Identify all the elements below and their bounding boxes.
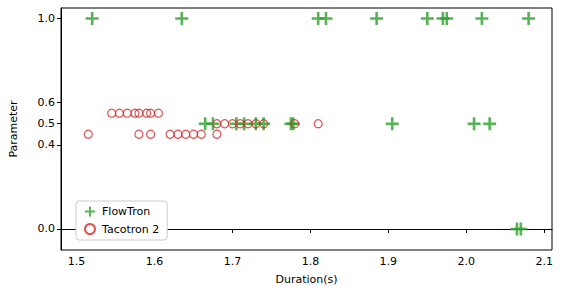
svg-text:0.5: 0.5 (38, 117, 56, 130)
svg-text:0.6: 0.6 (38, 96, 56, 109)
svg-text:Tacotron 2: Tacotron 2 (101, 223, 159, 236)
svg-text:0.4: 0.4 (38, 138, 56, 151)
svg-text:2.0: 2.0 (458, 255, 476, 268)
svg-text:1.9: 1.9 (380, 255, 398, 268)
svg-text:Parameter: Parameter (7, 100, 20, 158)
svg-text:1.5: 1.5 (68, 255, 86, 268)
svg-text:Duration(s): Duration(s) (275, 273, 337, 286)
svg-text:1.8: 1.8 (302, 255, 320, 268)
svg-text:1.7: 1.7 (224, 255, 242, 268)
svg-text:FlowTron: FlowTron (102, 205, 150, 218)
svg-text:0.0: 0.0 (38, 222, 56, 235)
svg-text:1.6: 1.6 (146, 255, 164, 268)
svg-text:2.1: 2.1 (535, 255, 553, 268)
svg-text:1.0: 1.0 (38, 12, 56, 25)
